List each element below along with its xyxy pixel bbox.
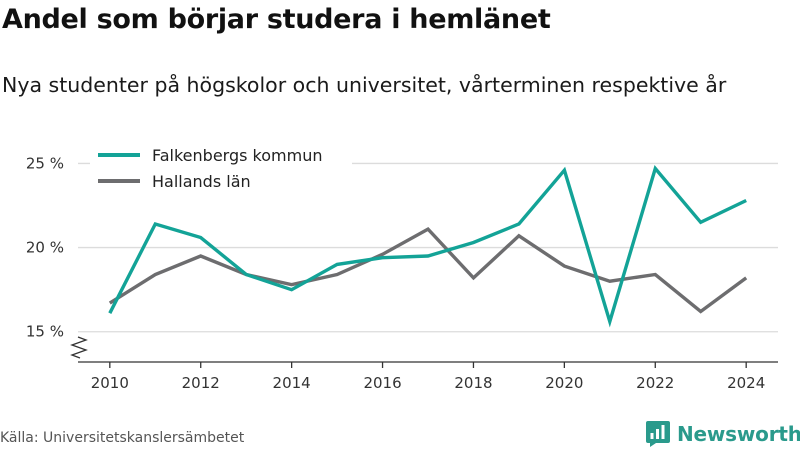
x-tick-label: 2012 [182,374,220,392]
legend-label: Falkenbergs kommun [152,146,322,165]
x-tick-label: 2020 [545,374,583,392]
chart-title: Andel som börjar studera i hemlänet [2,4,551,35]
x-tick-label: 2022 [636,374,674,392]
y-axis-labels: 15 % 20 % 25 % [26,154,64,340]
y-tick-label: 25 % [26,154,64,172]
series-line-falkenbergs-kommun [108,164,747,328]
x-axis [70,336,778,368]
legend: Falkenbergs kommun Hallands län [90,140,352,196]
x-tick-label: 2018 [454,374,492,392]
x-tick-label: 2024 [727,374,765,392]
y-tick-label: 15 % [26,323,64,341]
brand-logo: Newsworthy [645,419,800,449]
series-line-hallands-län [108,226,748,314]
legend-background [90,140,352,196]
brand-name: Newsworthy [677,422,800,446]
y-tick-label: 20 % [26,239,64,257]
series-lines [108,164,748,328]
source-note: Källa: Universitetskanslersämbetet [0,430,245,446]
newsworthy-logo-icon [646,421,670,447]
legend-label: Hallands län [152,172,251,191]
x-tick-label: 2010 [91,374,129,392]
x-axis-labels: 2010 2012 2014 2016 2018 2020 2022 2024 [91,374,766,392]
x-tick-label: 2016 [363,374,401,392]
axis-break-icon [70,336,88,359]
chart-subtitle: Nya studenter på högskolor och universit… [2,73,727,97]
x-tick-label: 2014 [273,374,311,392]
